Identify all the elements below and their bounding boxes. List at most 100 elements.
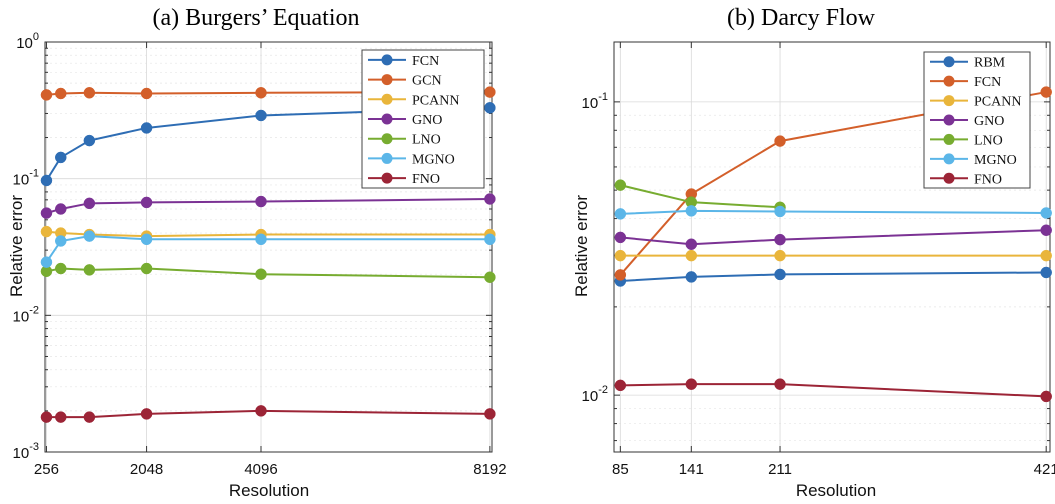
legend-item-gno: GNO xyxy=(368,113,442,128)
legend: FCN GCN PCANN GNO LNO MGNO FNO xyxy=(361,49,485,189)
data-point-rbm xyxy=(685,271,698,283)
y-axis-label: Relative error xyxy=(7,195,26,297)
series-line-mgno xyxy=(45,235,490,263)
data-point-fno xyxy=(774,378,786,390)
legend-box xyxy=(923,51,1031,189)
y-tick-label: 10-1 xyxy=(13,168,39,189)
data-point-mgno xyxy=(774,205,786,218)
chart-title: (a) Burgers’ Equation xyxy=(152,5,359,31)
data-point-pcann xyxy=(685,249,698,262)
legend-swatch-marker xyxy=(943,56,955,68)
plot-area xyxy=(44,41,493,453)
legend-label: FCN xyxy=(412,54,439,69)
legend-label: LNO xyxy=(974,133,1003,148)
data-point-gcn xyxy=(40,89,53,101)
data-point-mgno xyxy=(614,208,627,220)
legend-item-mgno: MGNO xyxy=(368,152,455,167)
x-axis-label: Resolution xyxy=(229,481,309,500)
legend-item-gno: GNO xyxy=(930,114,1004,129)
data-point-lno xyxy=(484,271,496,283)
data-point-lno xyxy=(140,262,153,275)
legend-swatch-marker xyxy=(943,95,955,107)
x-tick-label: 2048 xyxy=(130,461,163,478)
legend-item-fcn: FCN xyxy=(930,75,1001,90)
legend-item-fno: FNO xyxy=(368,172,440,187)
legend-swatch-marker xyxy=(943,133,955,145)
legend-label: GCN xyxy=(412,74,442,89)
legend-label: MGNO xyxy=(412,152,455,167)
data-point-gcn xyxy=(140,87,153,100)
plot-area xyxy=(613,41,1051,453)
legend-label: PCANN xyxy=(412,93,459,108)
legend-swatch-marker xyxy=(381,113,393,125)
legend-item-pcann: PCANN xyxy=(368,93,459,108)
legend-swatch-marker xyxy=(381,133,393,145)
data-point-gcn xyxy=(83,87,96,99)
legend-swatch-marker xyxy=(381,152,393,164)
data-point-mgno xyxy=(40,256,53,268)
data-point-gno xyxy=(685,238,698,250)
x-tick-label: 85 xyxy=(612,461,629,478)
legend-item-lno: LNO xyxy=(930,133,1003,148)
series-line-fno xyxy=(46,409,490,419)
data-point-fcn xyxy=(255,109,267,122)
data-point-gno xyxy=(83,197,96,210)
y-tick-label: 100 xyxy=(16,31,39,52)
series-line-gno xyxy=(46,197,490,215)
data-point-mgno xyxy=(140,233,153,246)
series-group xyxy=(614,86,1052,403)
data-point-fno xyxy=(685,378,698,390)
legend-item-gcn: GCN xyxy=(368,74,442,89)
x-tick-label: 211 xyxy=(768,461,792,478)
x-tick-label: 141 xyxy=(679,461,704,478)
legend-item-lno: LNO xyxy=(368,133,441,148)
data-point-gcn xyxy=(484,86,496,98)
data-point-mgno xyxy=(1040,207,1052,219)
series-line-lno xyxy=(46,267,490,279)
data-point-mgno xyxy=(685,205,698,217)
y-tick-label: 10-3 xyxy=(13,441,39,462)
panel-burgers: (a) Burgers’ Equation Resolution Relativ… xyxy=(7,5,507,500)
data-point-gcn xyxy=(55,87,67,100)
legend-label: MGNO xyxy=(974,153,1017,168)
data-point-fcn xyxy=(614,269,627,281)
data-point-rbm xyxy=(774,268,786,281)
data-point-mgno xyxy=(484,233,496,246)
data-point-mgno xyxy=(255,233,267,246)
data-point-fno xyxy=(83,411,96,423)
y-tick-label: 10-2 xyxy=(582,384,608,405)
data-point-gno xyxy=(484,193,496,205)
data-point-fno xyxy=(484,408,496,420)
legend-swatch-marker xyxy=(381,93,393,105)
data-point-lno xyxy=(83,264,96,276)
x-tick-label: 256 xyxy=(34,461,59,478)
x-axis-label: Resolution xyxy=(796,481,876,500)
series-line-gno xyxy=(620,229,1047,246)
legend-item-fno: FNO xyxy=(930,172,1002,187)
legend-label: GNO xyxy=(974,114,1004,129)
legend-label: RBM xyxy=(974,56,1006,71)
legend-label: LNO xyxy=(412,133,441,148)
data-point-fno xyxy=(1040,390,1052,403)
legend-swatch-marker xyxy=(381,172,393,184)
legend-swatch-marker xyxy=(381,54,393,66)
data-point-gno xyxy=(1040,224,1052,236)
legend-item-mgno: MGNO xyxy=(930,153,1017,168)
legend-swatch-marker xyxy=(943,172,955,184)
data-point-gno xyxy=(40,207,53,219)
x-tick-label: 8192 xyxy=(473,461,506,478)
data-point-rbm xyxy=(1040,266,1052,279)
data-point-gcn xyxy=(255,87,267,99)
legend-item-rbm: RBM xyxy=(930,56,1006,71)
legend-label: GNO xyxy=(412,113,442,128)
series-line-pcann xyxy=(46,230,490,238)
data-point-pcann xyxy=(1040,249,1052,262)
data-point-fcn xyxy=(83,134,96,147)
data-point-lno xyxy=(55,262,67,275)
data-point-fcn xyxy=(55,151,67,164)
data-point-mgno xyxy=(83,230,96,242)
data-point-pcann xyxy=(614,249,627,262)
legend-label: FNO xyxy=(412,172,440,187)
data-point-fcn xyxy=(1040,86,1052,98)
